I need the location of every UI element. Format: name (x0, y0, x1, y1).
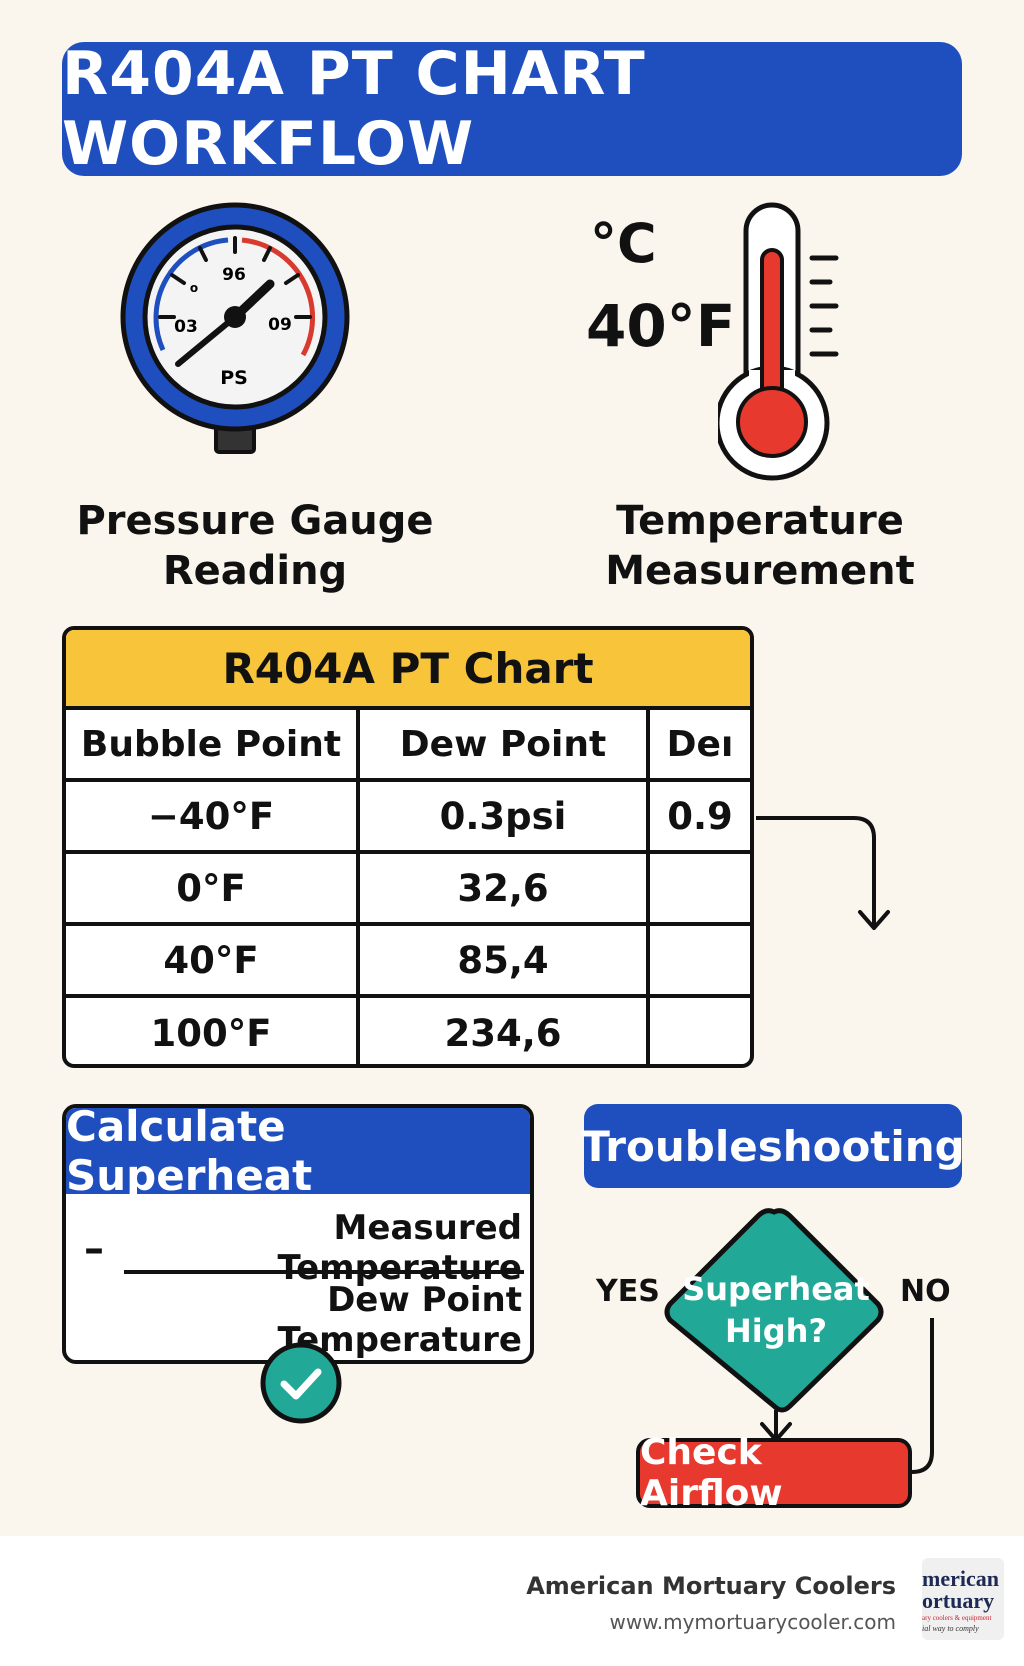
logo-line3: ary coolers & equipment (922, 1614, 992, 1622)
logo-line1: merican (922, 1566, 999, 1591)
gauge-dial-top: 96 (222, 265, 246, 285)
table-arrow-icon (756, 816, 890, 930)
thermometer-caption: Temperature Measurement (570, 496, 950, 596)
table-row: 100°F 234,6 (66, 998, 750, 1064)
superheat-card: Calculate Superheat – Measured Temperatu… (62, 1104, 534, 1364)
minus-sign: – (84, 1226, 104, 1272)
thermometer-icon (718, 202, 839, 481)
decision-question-line1: Superheat (682, 1270, 870, 1308)
logo-line4: ial way to comply (922, 1624, 979, 1633)
footer-url[interactable]: www.mymortuarycooler.com (609, 1610, 896, 1634)
gauge-unit: PS (220, 367, 248, 389)
table-cell: 100°F (66, 998, 360, 1064)
no-branch-connector (910, 1318, 934, 1474)
table-cell (650, 998, 750, 1064)
table-cell: 40°F (66, 926, 360, 994)
check-airflow-box: Check Airflow (636, 1432, 912, 1514)
brand-logo: merican ortuary ary coolers & equipment … (922, 1558, 1004, 1640)
gauge-caption: Pressure Gauge Reading (60, 496, 450, 596)
table-cell: 0.3psi (360, 782, 650, 850)
gauge-caption-line2: Reading (162, 548, 348, 594)
decision-question: Superheat High? (664, 1268, 888, 1352)
table-header-row: Bubble Point Dew Point Deı (66, 710, 750, 782)
pt-chart-title: R404A PT Chart (66, 630, 750, 710)
gauge-dial-small: o (190, 281, 198, 295)
footer (0, 1536, 1024, 1666)
table-cell: −40°F (66, 782, 360, 850)
formula-denominator: Dew Point Temperature (277, 1280, 522, 1360)
table-cell: 234,6 (360, 998, 650, 1064)
gauge-dial-left: 03 (174, 317, 198, 337)
footer-brand-name: American Mortuary Coolers (526, 1572, 896, 1600)
logo-line2: ortuary (922, 1588, 995, 1613)
table-cell: 85,4 (360, 926, 650, 994)
table-cell: 0°F (66, 854, 360, 922)
celsius-label: °C (590, 212, 657, 275)
pt-chart-table: R404A PT Chart Bubble Point Dew Point De… (62, 626, 754, 1068)
table-cell: 32,6 (360, 854, 650, 922)
header-dew-point: Dew Point (360, 710, 650, 778)
decision-no-label: NO (900, 1274, 951, 1309)
table-row: 0°F 32,6 (66, 854, 750, 926)
table-row: −40°F 0.3psi 0.9 (66, 782, 750, 854)
temperature-value: 40°F (586, 292, 736, 360)
fraction-bar (124, 1270, 524, 1274)
table-cell: 0.9 (667, 794, 733, 838)
formula-numerator: Measured Temperature (277, 1208, 522, 1288)
page-title: R404A PT CHART WORKFLOW (62, 39, 646, 179)
thermometer-caption-line2: Measurement (605, 548, 915, 594)
table-cell (650, 926, 750, 994)
pressure-gauge-icon: 96 o 03 09 PS (120, 202, 350, 454)
table-row: 40°F 85,4 (66, 926, 750, 998)
superheat-title: Calculate Superheat (66, 1108, 530, 1200)
troubleshooting-title: Troubleshooting (581, 1104, 965, 1188)
gauge-caption-line1: Pressure Gauge (76, 498, 434, 544)
page-header: R404A PT CHART WORKFLOW (62, 39, 962, 179)
thermometer-caption-line1: Temperature (616, 498, 904, 544)
decision-yes-label: YES (596, 1274, 660, 1309)
header-dew-truncated: Deı (666, 723, 734, 765)
decision-question-line2: High? (725, 1312, 827, 1350)
gauge-dial-right: 09 (268, 315, 292, 335)
check-icon (260, 1342, 342, 1424)
table-cell (650, 854, 750, 922)
header-bubble-point: Bubble Point (66, 710, 360, 778)
